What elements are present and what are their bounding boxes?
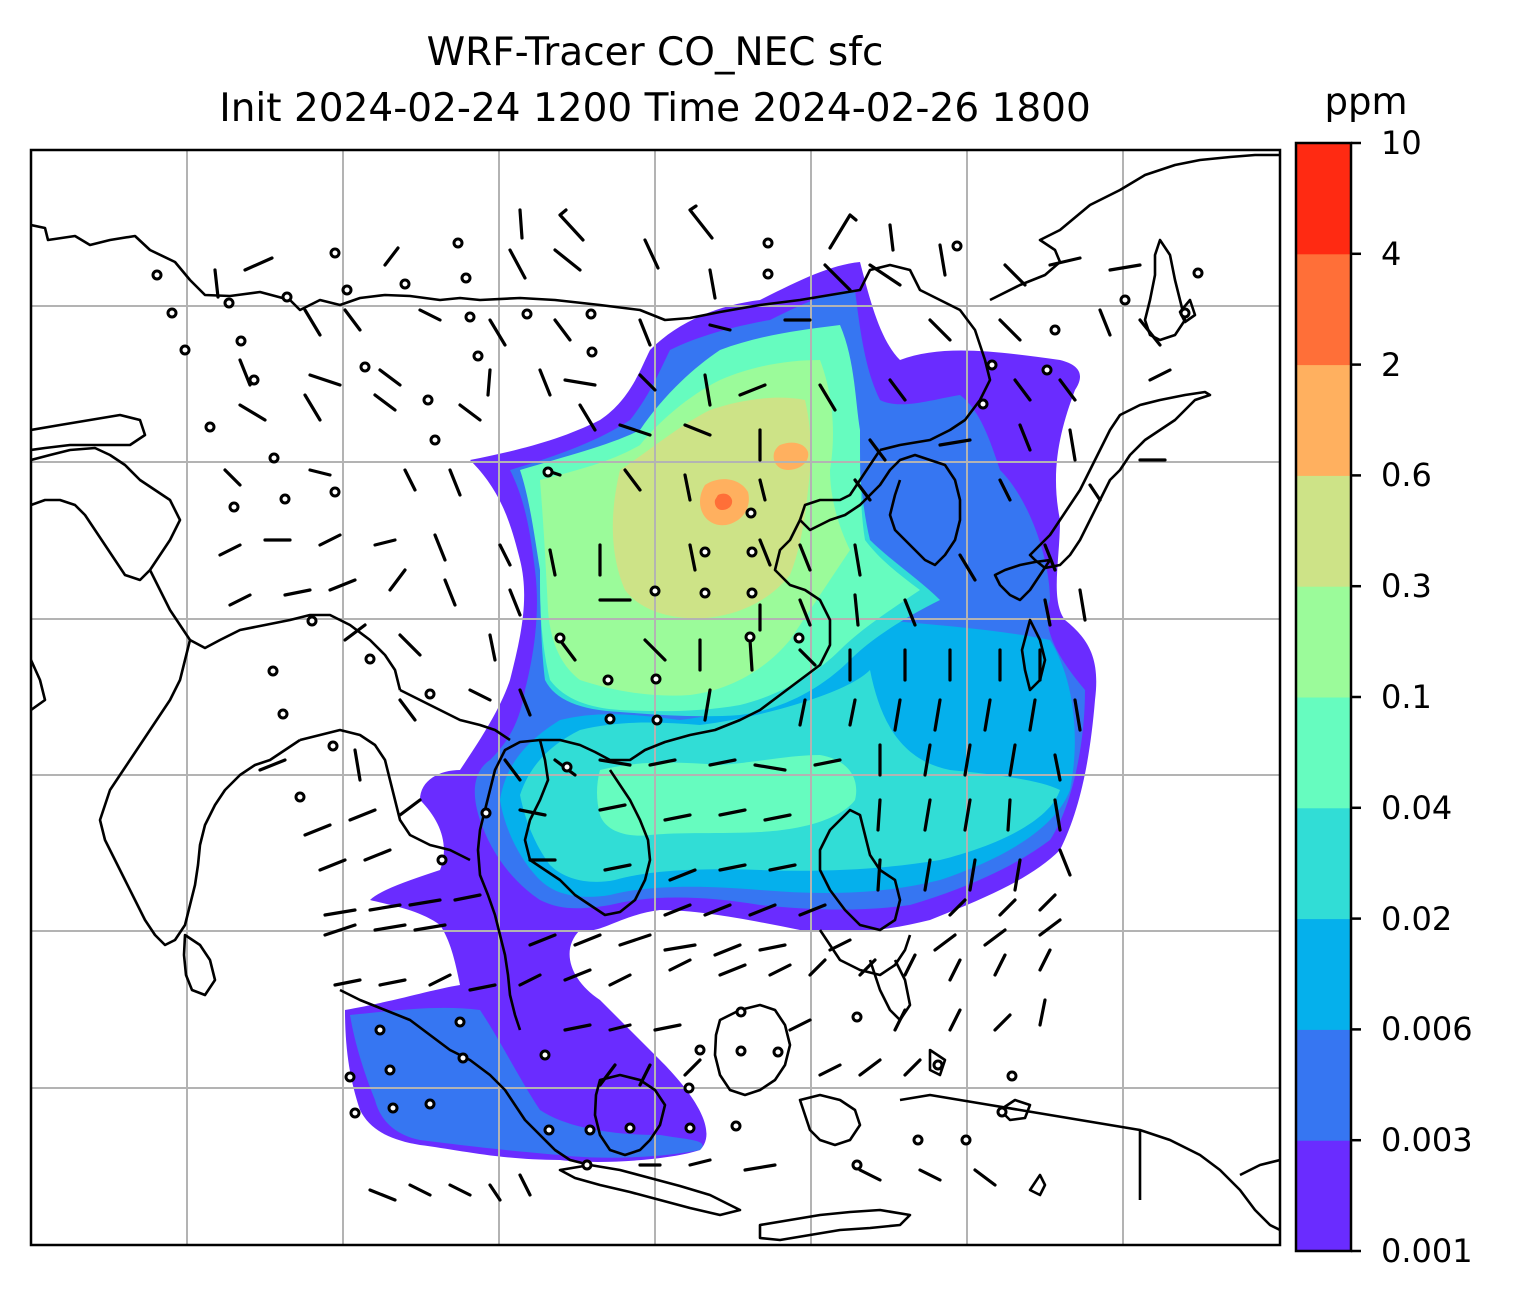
colorbar-segment	[1296, 1140, 1351, 1252]
colorbar-ticks	[1351, 141, 1361, 1253]
colorbar-tick-label: 0.1	[1381, 678, 1432, 716]
colorbar-tick-label: 2	[1381, 345, 1402, 384]
colorbar-segment	[1296, 143, 1351, 255]
colorbar-tick-label: 0.3	[1381, 567, 1432, 606]
colorbar-tick-label: 0.04	[1381, 788, 1453, 827]
colorbar-segment	[1296, 697, 1351, 809]
colorbar-segment	[1296, 918, 1351, 1030]
wind-barbs	[213, 204, 1172, 1202]
colorbar-tick-label: 0.003	[1381, 1121, 1473, 1160]
colorbar-segment	[1296, 807, 1351, 920]
map-frame	[29, 148, 1282, 1247]
map-subtitle: Init 2024-02-24 1200 Time 2024-02-26 180…	[219, 86, 1091, 131]
colorbar-segment	[1296, 475, 1351, 587]
colorbar-tick-label: 4	[1381, 234, 1402, 273]
gridlines	[31, 150, 1280, 1245]
colorbar-segment	[1296, 253, 1351, 366]
colorbar-tick-label: 0.006	[1381, 1010, 1473, 1049]
colorbar-tick-label: 10	[1381, 124, 1422, 162]
colorbar-tick-label: 0.001	[1381, 1232, 1473, 1270]
colorbar-segment	[1296, 1029, 1351, 1141]
plume-level-8	[714, 493, 733, 510]
colorbar	[1296, 143, 1351, 1252]
colorbar-segment	[1296, 586, 1351, 698]
colorbar-tick-label: 0.6	[1381, 456, 1432, 495]
calm-markers	[151, 237, 1204, 1171]
coastlines	[31, 153, 1280, 1242]
map-title: WRF-Tracer CO_NEC sfc	[426, 30, 884, 75]
colorbar-unit-label: ppm	[1324, 80, 1408, 123]
colorbar-tick-label: 0.02	[1381, 899, 1453, 938]
colorbar-segment	[1296, 364, 1351, 476]
map-area	[31, 150, 1280, 1245]
